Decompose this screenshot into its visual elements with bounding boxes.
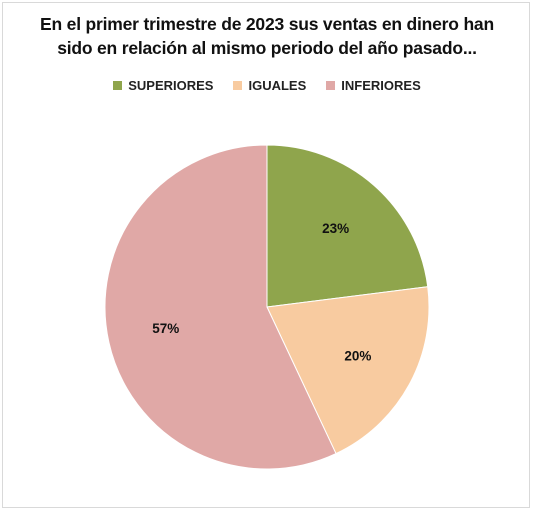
data-label-inferiores: 57% [152,321,179,336]
data-label-iguales: 20% [344,348,371,363]
legend-label-inferiores: INFERIORES [341,78,421,93]
data-label-superiores: 23% [322,221,349,236]
legend-label-iguales: IGUALES [248,78,307,93]
legend-item-superiores: SUPERIORES [113,78,213,93]
legend-item-iguales: IGUALES [233,78,306,93]
pie-data-labels: 23% 20% 57% [152,221,371,364]
legend-swatch-iguales [233,81,243,90]
legend-item-inferiores: INFERIORES [326,78,421,93]
legend-label-superiores: SUPERIORES [128,78,214,93]
chart-title-line-2: sido en relación al mismo periodo del añ… [57,38,477,58]
chart-title-line-1: En el primer trimestre de 2023 sus venta… [40,14,494,34]
legend-swatch-inferiores [326,81,336,90]
chart-title: En el primer trimestre de 2023 sus venta… [0,12,534,60]
legend-swatch-superiores [113,81,123,90]
chart-legend: SUPERIORES IGUALES INFERIORES [0,78,534,93]
pie-slice-iguales [266,286,430,455]
pie-slices [104,144,430,470]
pie-slice-superiores [266,144,429,308]
pie-slice-inferiores [104,144,337,470]
